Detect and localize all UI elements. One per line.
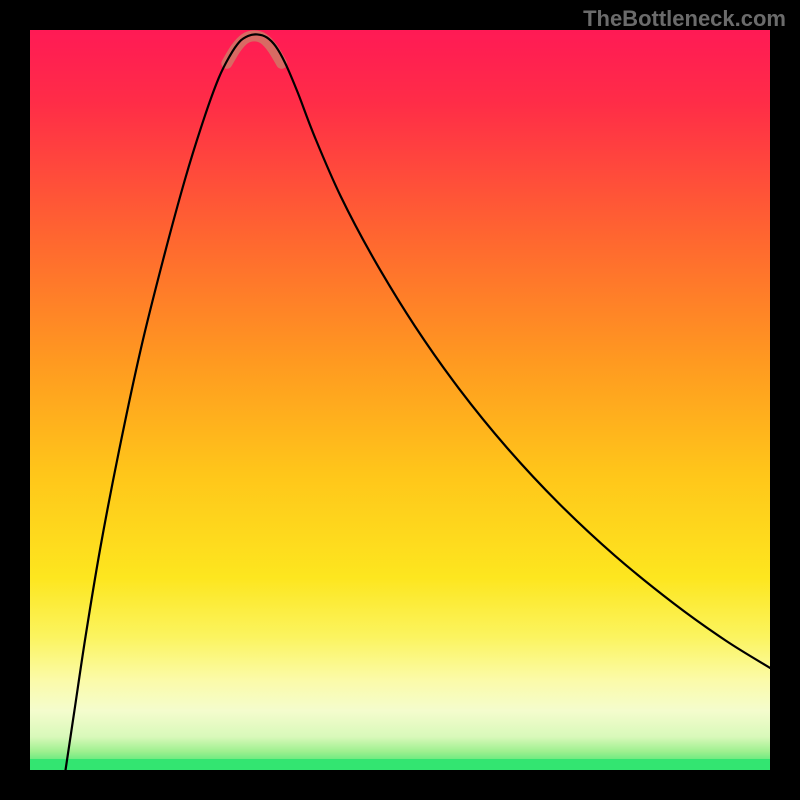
plot-area (30, 30, 770, 770)
bottleneck-curve (66, 34, 770, 770)
marker-accent-line (227, 36, 282, 63)
chart-svg (30, 30, 770, 770)
watermark-text: TheBottleneck.com (583, 6, 786, 32)
